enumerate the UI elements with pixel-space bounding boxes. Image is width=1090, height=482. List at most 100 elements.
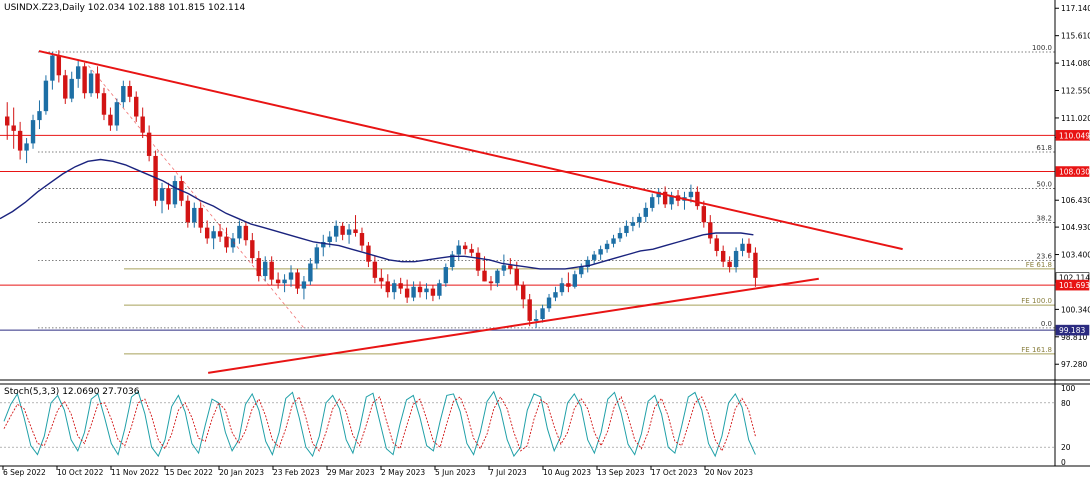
candle-body: [56, 55, 62, 76]
candle-body: [192, 207, 197, 223]
candle-body: [372, 261, 378, 278]
candle-body: [746, 243, 752, 253]
candlesticks: [5, 50, 758, 329]
candle-body: [398, 283, 403, 289]
candle-body: [288, 272, 294, 280]
price-tag-box: [1055, 166, 1090, 177]
time-tick-label: 10 Oct 2022: [57, 468, 104, 477]
candle-body: [392, 283, 397, 293]
price-tag-label: 99.183: [1059, 326, 1085, 335]
fib-level-label: 23.6: [1036, 253, 1052, 261]
candle-body: [437, 283, 442, 296]
stoch-series-line: [3, 390, 756, 458]
candle-body: [546, 297, 552, 309]
candle-body: [617, 233, 623, 239]
fib-extension-label: FE 61.8: [1026, 261, 1052, 269]
candle-body: [114, 102, 120, 126]
candle-body: [462, 245, 468, 250]
candle-body: [95, 73, 100, 94]
candle-body: [482, 270, 487, 282]
fib-levels: 100.0 61.8 50.0 38.2 23.6 0.0 FE 61.8 FE 100.0 F…: [38, 44, 1055, 355]
fib-extension-label: FE 100.0: [1021, 297, 1052, 305]
candle-body: [753, 252, 758, 278]
time-tick-label: 10 Aug 2023: [543, 468, 591, 477]
candle-body: [30, 120, 36, 144]
candle-body: [495, 270, 500, 284]
time-tick-label: 20 Nov 2023: [705, 468, 753, 477]
candle-body: [263, 261, 268, 277]
candle-body: [217, 231, 223, 237]
candle-body: [553, 292, 558, 298]
candle-body: [533, 319, 539, 321]
candle-body: [720, 250, 726, 262]
candle-body: [740, 243, 745, 251]
candle-body: [17, 130, 23, 151]
price-tick-label: 98.810: [1061, 333, 1087, 342]
candle-body: [688, 191, 694, 198]
candle-body: [166, 188, 171, 205]
candle-body: [566, 283, 571, 287]
candle-body: [224, 236, 229, 248]
candle-body: [63, 75, 68, 99]
candle-body: [301, 281, 307, 289]
price-tag-label: 110.049: [1059, 131, 1090, 140]
moving-average-line: [0, 158, 754, 270]
candle-body: [662, 191, 668, 205]
candle-body: [650, 197, 655, 208]
candle-body: [321, 241, 326, 248]
candle-body: [82, 66, 87, 94]
candle-body: [521, 285, 526, 300]
candle-body: [275, 279, 281, 284]
stoch-tick-label: 20: [1061, 443, 1071, 452]
ohlc-values: 102.034 102.188 101.815 102.114: [87, 3, 246, 13]
fib-extension-label: FE 161.8: [1021, 346, 1052, 354]
time-tick-label: 20 Jan 2023: [219, 468, 264, 477]
candle-body: [701, 206, 707, 223]
candle-body: [230, 238, 236, 248]
time-tick-label: 7 Jul 2023: [489, 468, 527, 477]
candle-body: [469, 249, 474, 253]
candle-body: [333, 225, 339, 237]
candle-body: [488, 281, 494, 284]
price-tag-box: [1055, 279, 1090, 291]
time-tick-label: 23 Feb 2023: [273, 468, 320, 477]
fib-level-label: 0.0: [1041, 320, 1052, 328]
candle-body: [359, 233, 365, 246]
candle-body: [456, 245, 461, 255]
candle-body: [559, 283, 565, 293]
price-tick-label: 117.140: [1061, 4, 1090, 13]
trendlines: [38, 50, 903, 374]
candle-body: [24, 143, 29, 151]
candle-body: [475, 252, 481, 271]
time-tick-label: 15 Dec 2022: [165, 468, 213, 477]
candle-body: [43, 80, 49, 112]
candle-body: [443, 267, 449, 284]
fib-level-label: 100.0: [1032, 44, 1052, 52]
time-tick-label: 6 Sep 2022: [3, 468, 46, 477]
stoch-tick-label: 80: [1061, 399, 1071, 408]
candle-body: [243, 225, 249, 241]
candle-body: [346, 229, 352, 235]
candle-body: [604, 243, 610, 250]
candle-body: [37, 111, 42, 121]
candle-body: [121, 86, 126, 103]
candle-body: [598, 249, 603, 255]
price-tick-label: 100.340: [1061, 305, 1090, 314]
candle-body: [69, 78, 74, 99]
price-tag-box: [1055, 130, 1090, 141]
candle-body: [108, 114, 113, 126]
candle-body: [379, 277, 384, 282]
time-tick-label: 2 May 2023: [381, 468, 425, 477]
time-tick-label: 17 Oct 2023: [651, 468, 698, 477]
trendline: [38, 50, 903, 251]
candle-body: [101, 93, 107, 115]
time-tick-label: 11 Nov 2022: [111, 468, 159, 477]
candle-body: [733, 250, 739, 268]
candle-body: [88, 73, 94, 94]
candle-body: [585, 259, 590, 268]
candle-body: [572, 274, 578, 287]
candle-body: [669, 195, 674, 205]
candle-body: [204, 227, 210, 239]
